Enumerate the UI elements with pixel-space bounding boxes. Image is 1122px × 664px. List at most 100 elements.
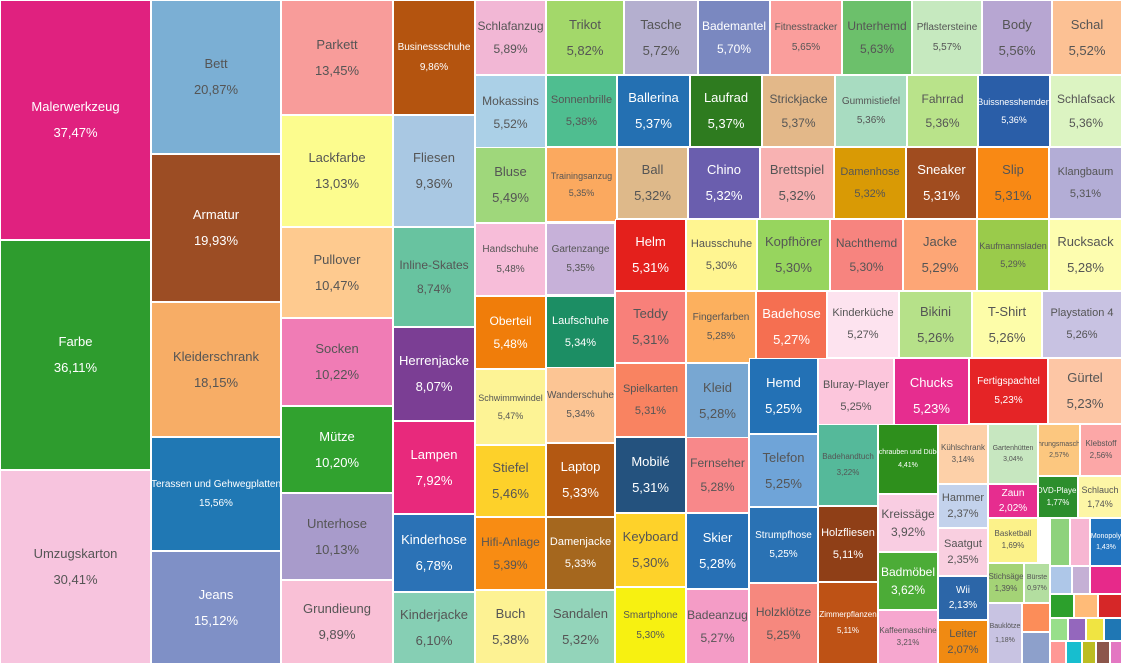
treemap-tile[interactable]: Chino 5,32% bbox=[688, 147, 760, 219]
treemap-tile[interactable]: Pullover 10,47% bbox=[281, 227, 393, 318]
treemap-tile[interactable]: Schrauben und Dübel 4,41% bbox=[878, 424, 938, 494]
treemap-tile[interactable]: Pflastersteine 5,57% bbox=[912, 0, 982, 75]
treemap-tile[interactable]: Ball 5,32% bbox=[617, 147, 688, 219]
treemap-tile[interactable]: Stiefel 5,46% bbox=[475, 445, 546, 517]
treemap-tile[interactable]: Monopoly 1,43% bbox=[1090, 518, 1122, 566]
treemap-tile[interactable]: Gartenzange 5,35% bbox=[546, 223, 615, 295]
treemap-tile[interactable]: Kinderhose 6,78% bbox=[393, 514, 475, 592]
treemap-tile[interactable]: Wii 2,13% bbox=[938, 576, 988, 620]
treemap-tile[interactable]: Gehrungsmaschine 2,57% bbox=[1038, 424, 1080, 476]
treemap-tile[interactable]: Laufschuhe 5,34% bbox=[546, 296, 615, 368]
treemap-tile[interactable]: Strumpfhose 5,25% bbox=[749, 507, 818, 583]
treemap-tile[interactable]: Schlafanzug 5,89% bbox=[475, 0, 546, 75]
treemap-tile[interactable]: Holzklötze 5,25% bbox=[749, 583, 818, 664]
treemap-tile[interactable]: Schlafsack 5,36% bbox=[1050, 75, 1122, 147]
treemap-tile[interactable]: Unterhose 10,13% bbox=[281, 493, 393, 580]
treemap-tile[interactable]: Laufrad 5,37% bbox=[690, 75, 762, 147]
treemap-tile[interactable]: Telefon 5,25% bbox=[749, 434, 818, 507]
treemap-tile[interactable]: Ballerina 5,37% bbox=[617, 75, 690, 147]
treemap-tile[interactable]: Klebstoff 2,56% bbox=[1080, 424, 1122, 476]
treemap-tile[interactable]: Body 5,56% bbox=[982, 0, 1052, 75]
treemap-tile[interactable]: Herrenjacke 8,07% bbox=[393, 327, 475, 421]
treemap-tile[interactable]: Fernseher 5,28% bbox=[686, 437, 749, 513]
treemap-tile[interactable]: Schal 5,52% bbox=[1052, 0, 1122, 75]
treemap-tile[interactable]: Tasche 5,72% bbox=[624, 0, 698, 75]
treemap-tile[interactable]: Skier 5,28% bbox=[686, 513, 749, 589]
treemap-tile[interactable]: Parkett 13,45% bbox=[281, 0, 393, 115]
treemap-tile[interactable]: Mokassins 5,52% bbox=[475, 75, 546, 150]
treemap-tile[interactable]: DVD-Player 1,77% bbox=[1038, 476, 1078, 518]
treemap-tile[interactable]: Buch 5,38% bbox=[475, 590, 546, 664]
treemap-tile[interactable]: Strickjacke 5,37% bbox=[762, 75, 835, 147]
treemap-tile[interactable]: Gartenhütten 3,04% bbox=[988, 424, 1038, 484]
treemap-tile[interactable]: Bürste 0,97% bbox=[1024, 563, 1050, 603]
treemap-tile[interactable]: Nachthemd 5,30% bbox=[830, 219, 903, 291]
treemap-tile[interactable]: Kinderjacke 6,10% bbox=[393, 592, 475, 664]
treemap-tile[interactable]: T-Shirt 5,26% bbox=[972, 291, 1042, 358]
treemap-tile[interactable]: Rucksack 5,28% bbox=[1049, 219, 1122, 291]
treemap-tile[interactable]: Trainingsanzug 5,35% bbox=[546, 147, 617, 222]
treemap-tile[interactable]: Inline-Skates 8,74% bbox=[393, 227, 475, 327]
treemap-tile[interactable]: Kinderküche 5,27% bbox=[827, 291, 899, 358]
treemap-tile[interactable]: Saatgut 2,35% bbox=[938, 528, 988, 576]
treemap-tile[interactable]: Hausschuhe 5,30% bbox=[686, 219, 757, 291]
treemap-tile[interactable]: Trikot 5,82% bbox=[546, 0, 624, 75]
treemap-tile[interactable]: Schwimmwindel 5,47% bbox=[475, 369, 546, 445]
treemap-tile[interactable]: Fahrrad 5,36% bbox=[907, 75, 978, 147]
treemap-tile[interactable]: Zaun 2,02% bbox=[988, 484, 1038, 518]
treemap-tile[interactable]: Gummistiefel 5,36% bbox=[835, 75, 907, 147]
treemap-tile[interactable]: Holzfliesen 5,11% bbox=[818, 506, 878, 582]
treemap-tile[interactable]: Fliesen 9,36% bbox=[393, 115, 475, 227]
treemap-tile[interactable]: Leiter 2,07% bbox=[938, 620, 988, 664]
treemap-tile[interactable]: Buissnesshemden 5,36% bbox=[978, 75, 1050, 147]
treemap-tile[interactable]: Badehose 5,27% bbox=[756, 291, 827, 363]
treemap-tile[interactable]: Smartphone 5,30% bbox=[615, 587, 686, 664]
treemap-tile[interactable]: Fingerfarben 5,28% bbox=[686, 291, 756, 363]
treemap-tile[interactable]: Chucks 5,23% bbox=[894, 358, 969, 434]
treemap-tile[interactable]: Kreissäge 3,92% bbox=[878, 494, 938, 552]
treemap-tile[interactable]: Bauklötze 1,18% bbox=[988, 603, 1022, 664]
treemap-tile[interactable]: Wanderschuhe 5,34% bbox=[546, 367, 615, 443]
treemap-tile[interactable]: Hifi-Anlage 5,39% bbox=[475, 517, 546, 590]
treemap-tile[interactable]: Kaffeemaschine 3,21% bbox=[878, 610, 938, 664]
treemap-tile[interactable]: Lackfarbe 13,03% bbox=[281, 115, 393, 227]
treemap-tile[interactable]: Bluray-Player 5,25% bbox=[818, 358, 894, 434]
treemap-tile[interactable]: Hemd 5,25% bbox=[749, 358, 818, 434]
treemap-tile[interactable]: Hammer 2,37% bbox=[938, 484, 988, 528]
treemap-tile[interactable]: Socken 10,22% bbox=[281, 318, 393, 406]
treemap-tile[interactable]: Lampen 7,92% bbox=[393, 421, 475, 514]
treemap-tile[interactable]: Badmöbel 3,62% bbox=[878, 552, 938, 610]
treemap-tile[interactable]: Schlauch 1,74% bbox=[1078, 476, 1122, 518]
treemap-tile[interactable]: Grundieung 9,89% bbox=[281, 580, 393, 664]
treemap-tile[interactable]: Teddy 5,31% bbox=[615, 291, 686, 363]
treemap-tile[interactable]: Kleid 5,28% bbox=[686, 363, 749, 439]
treemap-tile[interactable]: Sneaker 5,31% bbox=[906, 147, 977, 219]
treemap-tile[interactable]: Sonnenbrille 5,38% bbox=[546, 75, 617, 147]
treemap-tile[interactable]: Keyboard 5,30% bbox=[615, 513, 686, 587]
treemap-tile[interactable]: Zimmerpflanzen 5,11% bbox=[818, 582, 878, 664]
treemap-tile[interactable]: Damenhose 5,32% bbox=[834, 147, 906, 219]
treemap-tile[interactable]: Fitnesstracker 5,65% bbox=[770, 0, 842, 75]
treemap-tile[interactable]: Badeanzug 5,27% bbox=[686, 589, 749, 664]
treemap-tile[interactable]: Kühlschrank 3,14% bbox=[938, 424, 988, 484]
treemap-tile[interactable]: Kopfhörer 5,30% bbox=[757, 219, 830, 291]
treemap-tile[interactable]: Unterhemd 5,63% bbox=[842, 0, 912, 75]
treemap-tile[interactable]: Spielkarten 5,31% bbox=[615, 363, 686, 437]
treemap-tile[interactable]: Jacke 5,29% bbox=[903, 219, 977, 291]
treemap-tile[interactable]: Handschuhe 5,48% bbox=[475, 223, 546, 296]
treemap-tile[interactable]: Armatur 19,93% bbox=[151, 154, 281, 302]
treemap-tile[interactable]: Playstation 4 5,26% bbox=[1042, 291, 1122, 358]
treemap-tile[interactable]: Oberteil 5,48% bbox=[475, 296, 546, 369]
treemap-tile[interactable]: Basketball 1,69% bbox=[988, 518, 1038, 563]
treemap-tile[interactable]: Laptop 5,33% bbox=[546, 443, 615, 517]
treemap-tile[interactable]: Bluse 5,49% bbox=[475, 147, 546, 223]
treemap-tile[interactable]: Slip 5,31% bbox=[977, 147, 1049, 219]
treemap-tile[interactable]: Fertigspachtel 5,23% bbox=[969, 358, 1048, 424]
treemap-tile[interactable]: Bett 20,87% bbox=[151, 0, 281, 154]
treemap-tile[interactable]: Bademantel 5,70% bbox=[698, 0, 770, 75]
treemap-tile[interactable]: Klangbaum 5,31% bbox=[1049, 147, 1122, 219]
treemap-tile[interactable]: Kleiderschrank 18,15% bbox=[151, 302, 281, 437]
treemap-tile[interactable]: Brettspiel 5,32% bbox=[760, 147, 834, 219]
treemap-tile[interactable]: Stichsäge 1,39% bbox=[988, 563, 1024, 603]
treemap-tile[interactable]: Farbe 36,11% bbox=[0, 240, 151, 470]
